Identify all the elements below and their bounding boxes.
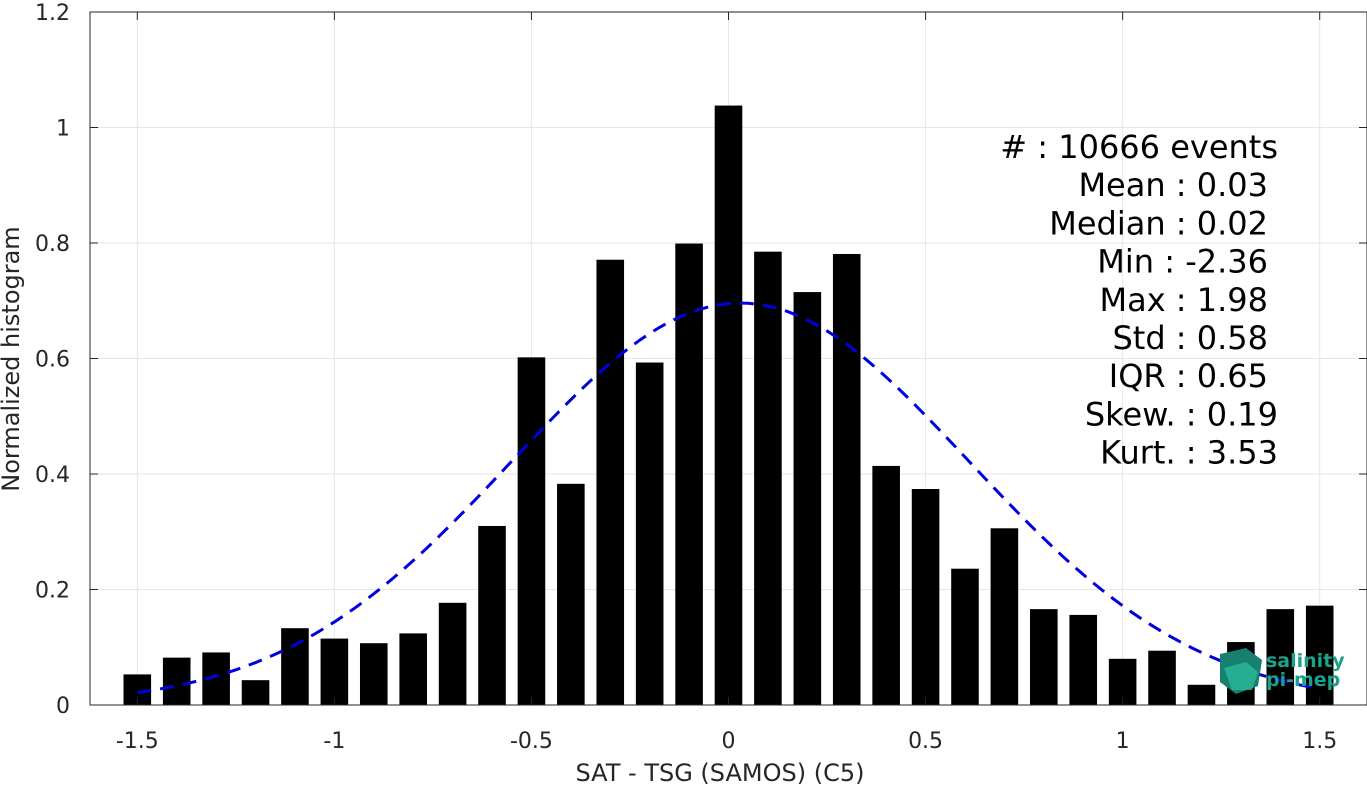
histogram-bar bbox=[951, 568, 979, 705]
histogram-bar bbox=[1030, 609, 1058, 705]
histogram-bar bbox=[438, 602, 467, 705]
histogram-bar bbox=[399, 633, 427, 705]
histogram-bar bbox=[675, 243, 703, 705]
histogram-bar bbox=[478, 525, 506, 705]
x-tick-label: -1.5 bbox=[116, 729, 159, 754]
stat-line: IQR : 0.65 bbox=[1109, 357, 1268, 395]
y-tick-label: 1 bbox=[56, 117, 70, 142]
stat-line: Skew. : 0.19 bbox=[1085, 395, 1278, 433]
histogram-bar bbox=[557, 483, 585, 705]
ticks: -1.5 -1 -0.5 0 0.5 1 1.5 0 0.2 0.4 0.6 0.8 1 1.2 bbox=[35, 1, 1367, 754]
histogram-bar bbox=[1266, 609, 1295, 705]
histogram-bar bbox=[635, 362, 664, 705]
histogram-bar bbox=[359, 643, 388, 705]
x-tick-label: -0.5 bbox=[510, 729, 553, 754]
histogram-bars bbox=[123, 105, 1334, 706]
x-tick-label: 1.5 bbox=[1302, 729, 1337, 754]
stat-line: Kurt. : 3.53 bbox=[1100, 434, 1278, 472]
histogram-bar bbox=[517, 357, 546, 705]
stat-line: Max : 1.98 bbox=[1099, 281, 1268, 319]
y-tick-label: 0.6 bbox=[35, 348, 70, 373]
histogram-bar bbox=[911, 489, 940, 705]
histogram-bar bbox=[872, 465, 900, 705]
histogram-bar bbox=[596, 259, 625, 705]
histogram-bar bbox=[714, 105, 743, 706]
salinity-pi-mep-logo: salinity pi-mep bbox=[1220, 648, 1345, 694]
histogram-bar bbox=[754, 251, 782, 705]
histogram-bar bbox=[793, 292, 822, 705]
histogram-bar bbox=[832, 253, 861, 705]
x-tick-label: 1 bbox=[1116, 729, 1130, 754]
histogram-bar bbox=[1148, 650, 1176, 705]
histogram-bar bbox=[1069, 614, 1098, 705]
x-axis-label: SAT - TSG (SAMOS) (C5) bbox=[576, 759, 865, 785]
x-tick-label: 0.5 bbox=[908, 729, 943, 754]
x-tick-label: 0 bbox=[722, 729, 736, 754]
y-tick-label: 0.2 bbox=[35, 579, 70, 604]
histogram-bar bbox=[281, 628, 309, 705]
stat-line: Min : -2.36 bbox=[1097, 243, 1268, 281]
y-tick-label: 0.8 bbox=[35, 232, 70, 257]
histogram-bar bbox=[162, 657, 191, 705]
y-tick-label: 0.4 bbox=[35, 463, 70, 488]
histogram-bar bbox=[990, 528, 1019, 705]
stat-line: Median : 0.02 bbox=[1049, 204, 1268, 242]
histogram-bar bbox=[1187, 684, 1216, 705]
stat-line: Std : 0.58 bbox=[1112, 319, 1268, 357]
histogram-bar bbox=[241, 680, 270, 705]
y-tick-label: 1.2 bbox=[35, 1, 70, 26]
logo-text-line2: pi-mep bbox=[1266, 669, 1340, 691]
histogram-bar bbox=[320, 638, 349, 705]
logo-text-line1: salinity bbox=[1266, 650, 1345, 672]
stat-line: # : 10666 events bbox=[1000, 128, 1278, 166]
stat-line: Mean : 0.03 bbox=[1078, 166, 1268, 204]
x-tick-label: -1 bbox=[323, 729, 345, 754]
y-tick-label: 0 bbox=[56, 694, 70, 719]
gaussian-fit-curve bbox=[137, 301, 1320, 695]
y-axis-label: Normalized histogram bbox=[0, 226, 25, 491]
